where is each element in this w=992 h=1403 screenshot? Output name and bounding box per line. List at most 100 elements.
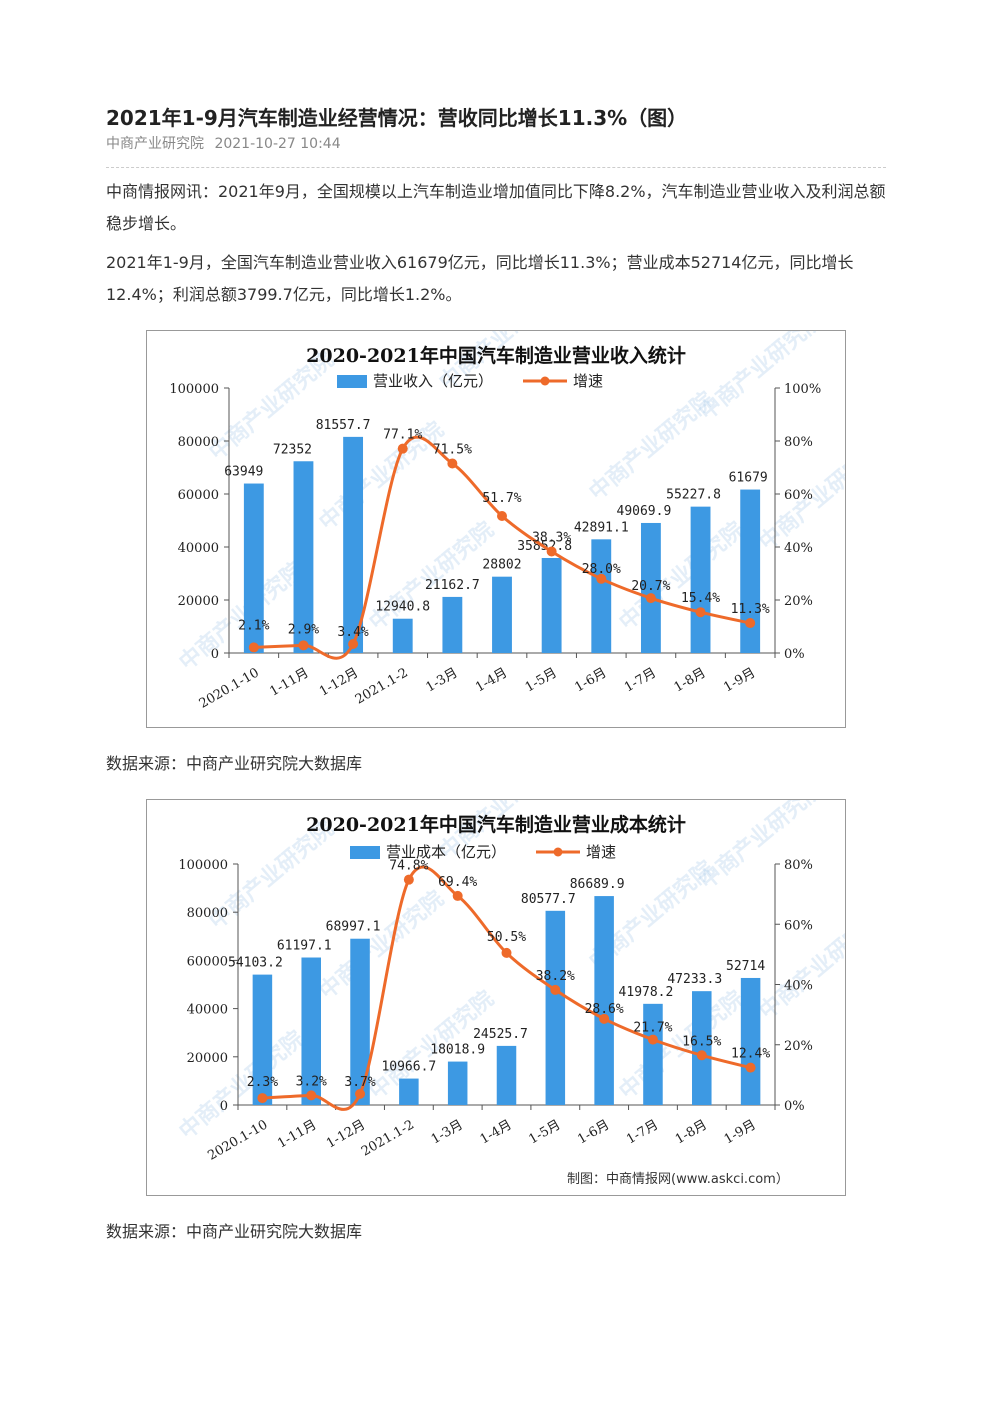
watermark-text: 中商产业研究院 <box>364 517 499 636</box>
legend-bar-label: 营业成本（亿元） <box>386 843 506 861</box>
bar <box>594 896 614 1105</box>
bar <box>350 938 370 1105</box>
bar <box>643 1003 663 1105</box>
bar <box>492 576 512 653</box>
x-axis-tick-label: 1-11月 <box>275 1117 319 1151</box>
legend-bar-label: 营业收入（亿元） <box>373 372 493 390</box>
bar-value-label: 21162.7 <box>425 578 480 593</box>
bar-value-label: 49069.9 <box>617 504 672 519</box>
article-datetime: 2021-10-27 10:44 <box>214 136 341 152</box>
legend-line-marker <box>540 376 550 386</box>
bar-value-label: 41978.2 <box>619 985 674 1000</box>
bar <box>496 1045 517 1105</box>
bar-value-label: 72352 <box>273 442 312 457</box>
left-axis-tick-label: 60000 <box>178 488 219 503</box>
bar-value-label: 80577.7 <box>521 892 576 907</box>
growth-value-label: 2.9% <box>288 622 319 637</box>
x-axis-tick-label: 1-7月 <box>622 665 659 695</box>
left-axis-tick-label: 20000 <box>187 1051 228 1066</box>
article-meta: 中商产业研究院 2021-10-27 10:44 <box>106 134 341 154</box>
growth-value-label: 51.7% <box>482 491 521 506</box>
watermark-text: 中商产业研究院 <box>694 800 829 895</box>
paragraph-intro: 中商情报网讯：2021年9月，全国规模以上汽车制造业增加值同比下降8.2%，汽车… <box>106 182 886 233</box>
growth-value-label: 11.3% <box>731 602 770 617</box>
left-axis-tick-label: 20000 <box>178 594 219 609</box>
x-axis-tick-label: 1-9月 <box>722 1117 759 1147</box>
legend-line-label: 增速 <box>573 372 603 390</box>
growth-value-label: 28.6% <box>585 1002 624 1017</box>
left-axis-tick-label: 0 <box>220 1099 228 1114</box>
x-axis-tick-label: 2020.1-10 <box>197 665 262 711</box>
right-axis-tick-label: 0% <box>784 1099 805 1114</box>
paragraph-figures: 2021年1-9月，全国汽车制造业营业收入61679亿元，同比增长11.3%；营… <box>106 253 854 304</box>
x-axis-tick-label: 1-4月 <box>478 1117 515 1147</box>
bar <box>399 1078 419 1105</box>
growth-value-label: 2.1% <box>238 618 269 633</box>
article-source[interactable]: 中商产业研究院 <box>106 136 204 152</box>
chart-title: 2020-2021年中国汽车制造业营业收入统计 <box>306 344 686 367</box>
growth-point <box>497 510 507 521</box>
growth-point <box>745 618 756 629</box>
legend-line-marker <box>553 847 563 857</box>
bar-value-label: 81557.7 <box>316 418 371 433</box>
growth-value-label: 77.1% <box>383 428 422 443</box>
bar-value-label: 12940.8 <box>375 600 430 615</box>
legend-line-label: 增速 <box>586 843 616 861</box>
bar <box>343 436 364 653</box>
watermark-text: 中商产业研究院 <box>174 1026 309 1145</box>
meta-divider <box>106 167 886 168</box>
x-axis-tick-label: 2021.1-2 <box>359 1117 417 1159</box>
right-axis-tick-label: 60% <box>784 488 813 503</box>
right-axis-tick-label: 40% <box>784 979 813 994</box>
growth-point <box>645 593 656 604</box>
growth-value-label: 3.7% <box>344 1075 375 1090</box>
x-axis-tick-label: 1-9月 <box>721 665 758 695</box>
bar <box>740 977 761 1105</box>
right-axis-tick-label: 40% <box>784 541 813 556</box>
bar <box>447 1061 468 1105</box>
x-axis-tick-label: 1-6月 <box>575 1117 612 1147</box>
bar-value-label: 28802 <box>482 558 521 573</box>
left-axis-tick-label: 80000 <box>178 435 219 450</box>
growth-value-label: 2.3% <box>247 1075 278 1090</box>
bar-value-label: 42891.1 <box>574 520 629 535</box>
growth-value-label: 71.5% <box>433 443 472 458</box>
growth-point <box>355 1088 366 1099</box>
watermark-text: 中商产业研究院 <box>694 331 829 426</box>
growth-point <box>257 1093 268 1104</box>
x-axis-tick-label: 1-11月 <box>267 665 311 699</box>
growth-point <box>403 874 414 885</box>
right-axis-tick-label: 0% <box>784 647 805 662</box>
bar <box>640 522 661 653</box>
x-axis-tick-label: 1-6月 <box>572 665 609 695</box>
cost-chart-figure: 中商产业研究院 中商产业研究院 中商产业研究院 中商产业研究院 中商产业研究院 中商产业研… <box>146 799 846 1196</box>
growth-value-label: 20.7% <box>631 579 670 594</box>
growth-point <box>596 573 607 584</box>
growth-point <box>298 640 309 651</box>
bar-value-label: 18018.9 <box>430 1043 485 1058</box>
x-axis-tick-label: 1-7月 <box>624 1117 661 1147</box>
right-axis-tick-label: 20% <box>784 594 813 609</box>
bar <box>690 506 711 653</box>
bar-value-label: 10966.7 <box>381 1060 436 1075</box>
bar <box>545 910 566 1105</box>
data-source-caption: 数据来源：中商产业研究院大数据库 <box>106 1222 363 1241</box>
growth-value-label: 12.4% <box>731 1047 770 1062</box>
x-axis-tick-label: 1-8月 <box>672 665 709 695</box>
right-axis-tick-label: 80% <box>784 858 813 873</box>
growth-point <box>348 638 359 649</box>
watermark-text: 中商产业研究院 <box>314 417 449 536</box>
x-axis-tick-label: 1-8月 <box>673 1117 710 1147</box>
right-axis-tick-label: 60% <box>784 918 813 933</box>
left-axis-tick-label: 40000 <box>187 1003 228 1018</box>
growth-point <box>599 1013 610 1024</box>
bar <box>541 557 562 653</box>
legend-bar-swatch <box>337 375 367 388</box>
bar <box>591 539 612 653</box>
left-axis-tick-label: 60000 <box>187 954 228 969</box>
bar <box>392 618 413 653</box>
bar <box>293 461 314 653</box>
right-axis-tick-label: 100% <box>784 382 821 397</box>
growth-value-label: 38.3% <box>532 531 571 546</box>
